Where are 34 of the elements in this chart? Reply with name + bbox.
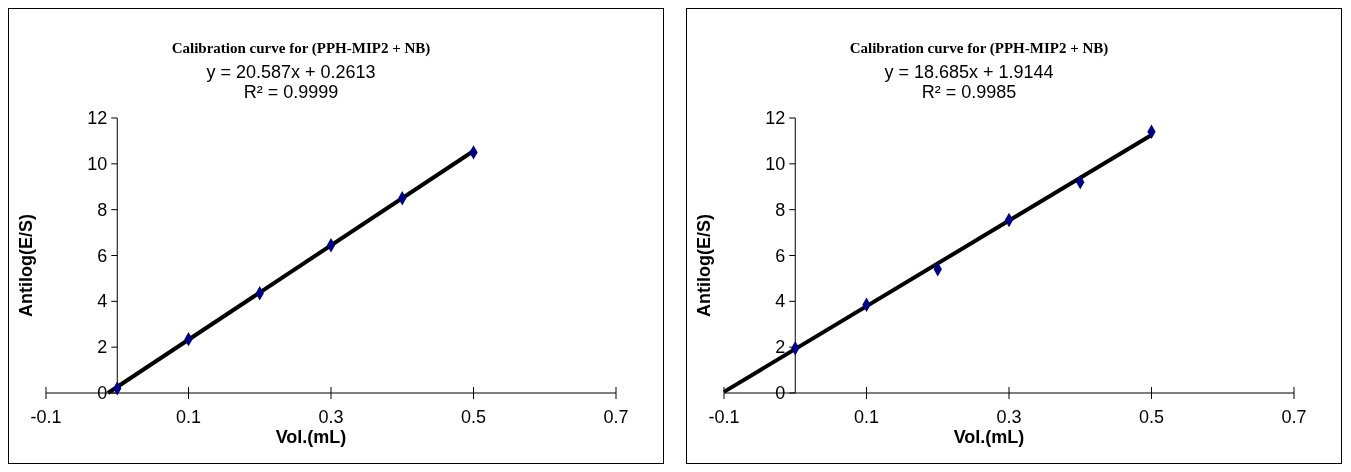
chart-title: Calibration curve for (PPH-MIP2 + NB) [171,40,431,57]
y-tick-label: 0 [775,383,786,403]
x-tick-label: 0.3 [318,407,344,427]
x-tick-label: 0.7 [1281,407,1307,427]
y-tick-label: 10 [765,153,786,174]
x-tick-label: 0.1 [853,407,880,427]
y-tick-label: 0 [97,383,108,403]
y-tick-label: 8 [775,199,786,220]
x-tick-label: -0.1 [708,407,740,427]
text: y = 20.587x + 0.2613 [206,62,376,82]
y-tick-label: 10 [87,153,108,174]
y-axis-title: Antilog(E/S) [16,214,36,317]
text: R² = 0.9999 [243,82,339,102]
x-tick-label: 0.5 [460,407,487,427]
x-tick-label: 0.7 [603,407,629,427]
x-axis-title: Vol.(mL) [953,427,1025,447]
text: y = 18.685x + 1.9144 [884,62,1054,82]
x-tick-label: -0.1 [30,407,62,427]
x-tick-label: 0.5 [1138,407,1165,427]
y-tick-label: 4 [775,291,786,312]
y-tick-label: 6 [775,245,786,266]
y-tick-label: 2 [775,337,786,358]
x-axis-title: Vol.(mL) [275,427,347,447]
chart-title: Calibration curve for (PPH-MIP2 + NB) [849,40,1109,57]
x-tick-label: 0.3 [996,407,1022,427]
y-tick-label: 2 [97,337,108,358]
y-tick-label: 4 [97,291,108,312]
y-tick-label: 8 [97,199,108,220]
y-tick-label: 12 [765,108,786,128]
y-tick-label: 6 [97,245,108,266]
y-axis-title: Antilog(E/S) [694,214,714,317]
text: R² = 0.9985 [921,82,1017,102]
x-tick-label: 0.1 [175,407,202,427]
y-tick-label: 12 [87,108,108,128]
